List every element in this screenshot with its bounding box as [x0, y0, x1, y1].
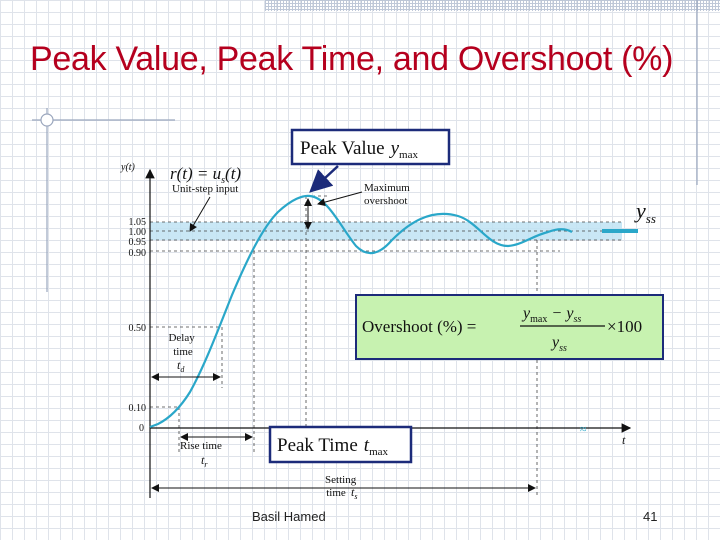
tick-0: 0 [139, 423, 144, 434]
svg-text:×100: ×100 [607, 317, 642, 336]
rise-time-var: tr [201, 453, 208, 469]
settling-time-label: Setting time [325, 474, 359, 499]
max-overshoot-label: Maximum overshoot [364, 182, 413, 207]
svg-text:ymax−yss: ymax − yss [521, 305, 581, 325]
unit-step-label: Unit-step input [172, 183, 238, 195]
yss-label: yss [634, 198, 656, 226]
step-response-curve [149, 194, 573, 429]
tick-0-50: 0.50 [129, 323, 147, 334]
tick-1-05: 1.05 [129, 217, 147, 228]
max-overshoot-pointer [317, 191, 363, 207]
tick-0-90: 0.90 [129, 248, 147, 259]
axis-break-mark: ≈ [580, 422, 587, 436]
unit-step-arrow [189, 196, 211, 232]
tick-0-95: 0.95 [129, 237, 147, 248]
settling-time-var: ts [351, 485, 357, 501]
delay-time-var: td [177, 358, 185, 374]
tick-0-10: 0.10 [129, 403, 147, 414]
x-axis-label: t [622, 433, 626, 447]
peak-value-box: Peak Value ymax [290, 128, 451, 166]
peak-value-arrow [309, 165, 339, 193]
vertical-markers [178, 196, 538, 498]
input-equation: r(t) = us(t) [170, 164, 241, 186]
reference-lines [150, 195, 622, 408]
svg-text:yss: yss [550, 334, 567, 354]
peak-time-box: Peak Time tmax [268, 425, 413, 464]
overshoot-formula-box: Overshoot (%) = ymax − yss yss ×100 [355, 294, 664, 360]
y-tick-labels: 1.05 1.00 0.95 0.90 0.50 0.10 0 [129, 217, 147, 434]
svg-text:Overshoot (%) =: Overshoot (%) = [362, 317, 476, 336]
delay-time-label: Delay time [168, 332, 197, 358]
rise-time-label: Rise time [180, 440, 222, 452]
tick-1-00: 1.00 [129, 227, 147, 238]
decorative-lines [32, 0, 698, 292]
slide-title: Peak Value, Peak Time, and Overshoot (%) [30, 40, 674, 78]
y-axis-label: y(t) [120, 162, 136, 173]
top-pattern-band [265, 0, 720, 11]
page-number: 41 [643, 509, 658, 524]
footer-author: Basil Hamed [252, 509, 326, 524]
